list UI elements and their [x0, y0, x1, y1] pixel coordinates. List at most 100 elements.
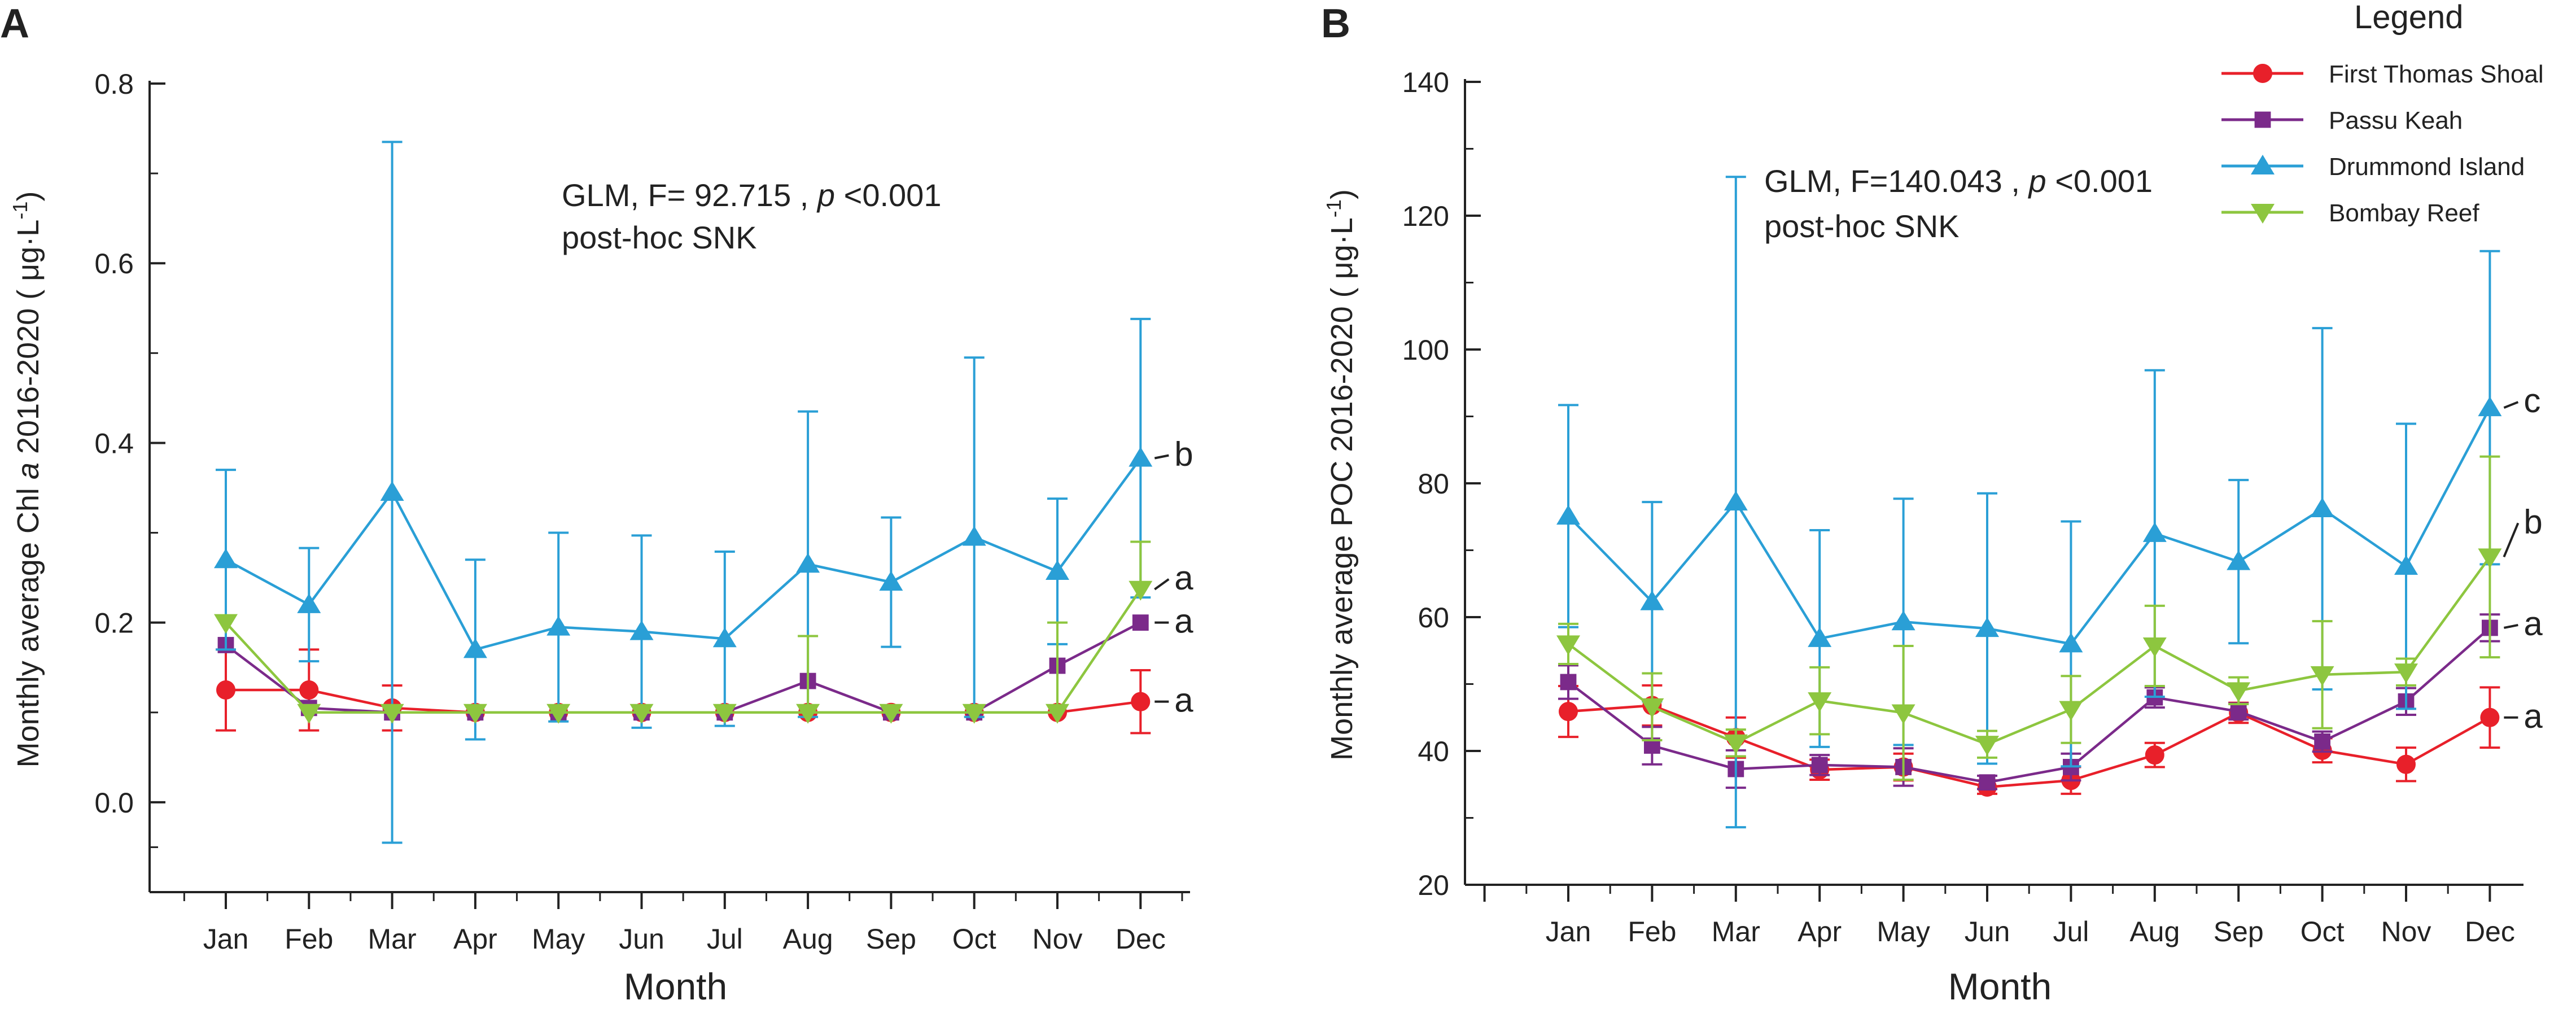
legend-label: Drummond Island	[2329, 153, 2525, 181]
panel-a: A 0.0 0.2 0.4 0.6 0.8 Jan Feb Mar Apr May Jun Jul Aug…	[0, 1, 1193, 1007]
y-axis-title-close: )	[1325, 189, 1359, 199]
y-axis-title-superscript: -1	[8, 202, 32, 220]
y-axis-title-part: Monthly average Chl	[11, 479, 45, 767]
series-line	[1567, 627, 2491, 784]
data-point	[2394, 554, 2418, 575]
y-tick-label: 0.8	[94, 68, 134, 100]
data-point	[2059, 632, 2083, 653]
data-point	[2314, 733, 2330, 750]
data-point	[1640, 590, 1664, 610]
x-tick-label: Aug	[2129, 916, 2180, 947]
panel-b: B 20 40 60 80 100 120 140 Jan Feb Mar Apr May Jun Jul A…	[1321, 1, 2543, 1007]
x-tick-label: Apr	[453, 923, 497, 955]
group-letter: a	[2523, 697, 2543, 735]
x-tick-label: Jun	[619, 923, 664, 955]
x-tick-label: Sep	[866, 923, 916, 955]
data-point	[962, 704, 986, 724]
data-point	[1129, 580, 1153, 601]
data-point	[2059, 701, 2083, 721]
data-point	[297, 593, 321, 613]
y-axis-title: Monthly average POC 2016-2020 ( μg·L-1)	[1322, 189, 1359, 761]
y-axis-title-part: 2016-2020 ( μg·L	[11, 220, 45, 462]
group-leader-line	[2503, 522, 2520, 558]
x-tick-label: Apr	[1797, 916, 1842, 947]
data-point	[2478, 396, 2502, 417]
data-point	[1559, 702, 1578, 722]
data-point	[1129, 447, 1153, 467]
group-leader-line	[2503, 401, 2519, 409]
y-axis-title-part: Monthly average POC 2016-2020 ( μg·L	[1325, 217, 1359, 761]
data-point	[380, 481, 404, 501]
group-leader-line	[2504, 623, 2518, 629]
posthoc-annotation: post-hoc SNK	[562, 220, 757, 255]
data-point	[297, 704, 321, 724]
y-tick-label: 120	[1402, 200, 1449, 232]
x-tick-label: Oct	[2301, 916, 2345, 947]
y-tick-label: 0.6	[94, 248, 134, 279]
data-point	[1046, 704, 1069, 724]
x-tick-label: Nov	[1033, 923, 1083, 955]
y-axis-title-close: )	[11, 191, 45, 202]
data-point	[2145, 745, 2164, 765]
x-tick-label: Mar	[368, 923, 417, 955]
y-tick-label: 100	[1402, 334, 1449, 366]
data-point	[1891, 610, 1915, 631]
y-tick-label: 0.2	[94, 608, 134, 639]
posthoc-annotation: post-hoc SNK	[1764, 208, 1960, 244]
data-point	[1640, 698, 1664, 718]
data-point	[2478, 548, 2502, 569]
data-point	[1132, 614, 1149, 631]
group-letter: a	[1174, 559, 1193, 597]
group-letter: a	[2523, 605, 2543, 643]
data-point	[2310, 497, 2334, 518]
data-point	[1556, 635, 1580, 656]
glm-annotation: GLM, F= 92.715 , p <0.001	[562, 177, 941, 213]
x-tick-label: Dec	[1116, 923, 1166, 955]
data-point	[299, 680, 319, 700]
data-point	[1046, 560, 1069, 580]
data-point	[2227, 550, 2251, 570]
legend-swatch-marker	[2251, 155, 2275, 174]
data-point	[879, 704, 903, 724]
glm-p-value: <0.001	[2046, 163, 2153, 199]
x-tick-label: Dec	[2465, 916, 2515, 947]
panel-letter: A	[0, 1, 29, 46]
glm-stat: GLM, F= 92.715 ,	[562, 177, 817, 213]
data-point	[546, 615, 571, 636]
data-point	[796, 553, 820, 573]
data-point	[712, 627, 737, 648]
series-drummond-island	[214, 141, 1153, 844]
data-point	[2230, 703, 2247, 720]
data-point	[1724, 734, 1748, 754]
legend-label: Passu Keah	[2329, 107, 2463, 134]
x-tick-label: May	[1877, 916, 1930, 947]
data-point	[1556, 505, 1580, 525]
y-tick-label: 0.0	[94, 787, 134, 819]
data-point	[1811, 757, 1828, 774]
data-point	[629, 704, 654, 724]
series-line	[225, 588, 1142, 714]
x-axis-title: Month	[1948, 966, 2052, 1007]
data-point	[1131, 692, 1151, 711]
y-tick-label: 80	[1418, 468, 1449, 500]
data-point	[2142, 522, 2167, 542]
x-tick-label: Jun	[1965, 916, 2010, 947]
series-drummond-island	[1556, 176, 2502, 829]
series-first-thomas-shoal	[1558, 684, 2500, 797]
glm-stat: GLM, F=140.043 ,	[1764, 163, 2028, 199]
y-axis-title-italic: a	[11, 462, 45, 479]
group-letter: a	[1174, 602, 1193, 640]
y-tick-label: 40	[1418, 736, 1449, 767]
group-letter: a	[1174, 682, 1193, 719]
group-letter: b	[2523, 503, 2542, 540]
legend: Legend First Thomas Shoal Passu Keah Drummo…	[2221, 0, 2544, 227]
series-line	[1567, 556, 2491, 746]
y-tick-label: 20	[1418, 870, 1449, 901]
group-letter: b	[1174, 435, 1193, 473]
y-axis-title: Monthly average Chl a 2016-2020 ( μg·L-1…	[8, 191, 46, 768]
data-point	[214, 548, 238, 569]
x-tick-label: Feb	[1628, 916, 1676, 947]
x-tick-label: Jan	[1546, 916, 1591, 947]
data-point	[214, 614, 238, 634]
